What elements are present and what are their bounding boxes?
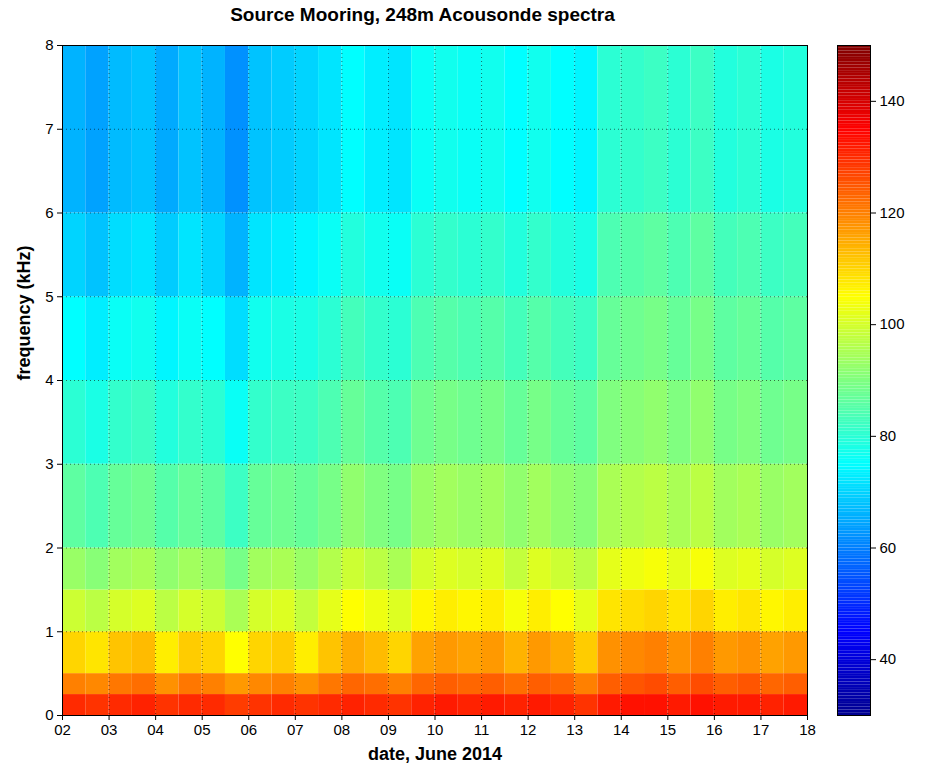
- svg-text:09: 09: [380, 721, 397, 738]
- svg-text:5: 5: [45, 288, 53, 305]
- svg-text:120: 120: [880, 204, 905, 221]
- svg-text:05: 05: [194, 721, 211, 738]
- svg-text:03: 03: [101, 721, 118, 738]
- svg-text:4: 4: [45, 371, 53, 388]
- svg-text:60: 60: [880, 539, 897, 556]
- svg-text:11: 11: [474, 721, 490, 738]
- svg-text:13: 13: [566, 721, 583, 738]
- svg-text:1: 1: [45, 623, 53, 640]
- svg-text:15: 15: [659, 721, 676, 738]
- svg-text:0: 0: [45, 706, 53, 723]
- svg-text:02: 02: [54, 721, 71, 738]
- html-text:Source Mooring, 248m Acousonde: Source Mooring, 248m Acousonde spectra: [230, 4, 615, 25]
- svg-text:14: 14: [613, 721, 630, 738]
- svg-text:140: 140: [880, 92, 905, 109]
- svg-text:2: 2: [45, 539, 53, 556]
- svg-text:frequency (kHz): frequency (kHz): [14, 245, 34, 380]
- svg-text:12: 12: [520, 721, 537, 738]
- svg-text:7: 7: [45, 120, 53, 137]
- svg-text:06: 06: [240, 721, 257, 738]
- svg-text:40: 40: [880, 650, 897, 667]
- svg-text:3: 3: [45, 455, 53, 472]
- svg-text:80: 80: [880, 427, 897, 444]
- svg-text:100: 100: [880, 315, 905, 332]
- svg-text:04: 04: [147, 721, 164, 738]
- svg-text:8: 8: [45, 36, 53, 53]
- svg-text:date, June 2014: date, June 2014: [368, 744, 502, 764]
- svg-text:16: 16: [706, 721, 723, 738]
- svg-text:07: 07: [287, 721, 304, 738]
- svg-text:10: 10: [427, 721, 444, 738]
- svg-text:6: 6: [45, 204, 53, 221]
- svg-text:08: 08: [334, 721, 351, 738]
- svg-text:17: 17: [753, 721, 770, 738]
- svg-text:18: 18: [799, 721, 816, 738]
